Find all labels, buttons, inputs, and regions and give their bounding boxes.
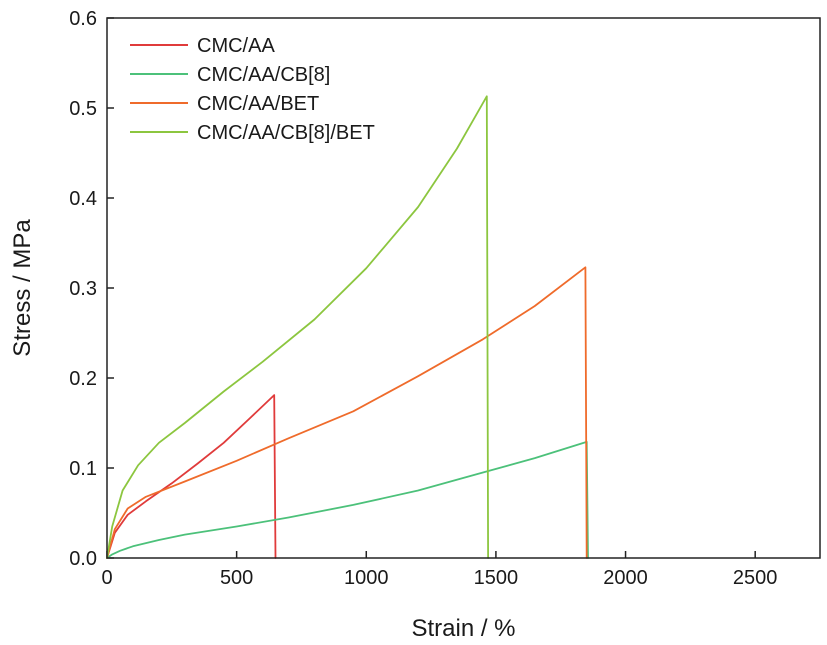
legend: CMC/AA CMC/AA/CB[8] CMC/AA/BET CMC/AA/CB[8]… — [130, 35, 375, 144]
y-tick-label: 0.4 — [69, 188, 97, 210]
y-tick-label: 0.0 — [69, 548, 97, 570]
series-line-3 — [106, 95, 490, 559]
x-tick-label: 500 — [220, 567, 253, 589]
series-line-1 — [106, 440, 589, 559]
legend-label: CMC/AA/BET — [197, 93, 319, 115]
legend-label: CMC/AA/CB[8]/BET — [197, 122, 375, 144]
x-tick-label: 2500 — [733, 567, 778, 589]
x-tick-label: 1500 — [474, 567, 519, 589]
y-tick-label: 0.6 — [69, 8, 97, 30]
y-tick-label: 0.5 — [69, 98, 97, 120]
x-tick-label: 2000 — [603, 567, 648, 589]
plot-frame — [106, 17, 821, 559]
ticks-layer: 0 500 1000 1500 2000 2500 0.0 0.1 0.2 0.3 0.4 0.5 0.… — [69, 8, 777, 589]
x-axis-title: Strain / % — [411, 615, 515, 642]
series-line-2 — [106, 266, 588, 559]
series-layer — [106, 95, 589, 559]
x-tick-label: 1000 — [344, 567, 389, 589]
series-line-0 — [106, 394, 277, 559]
y-axis-title: Stress / MPa — [9, 219, 36, 357]
y-tick-label: 0.1 — [69, 458, 97, 480]
legend-label: CMC/AA — [197, 35, 275, 57]
legend-label: CMC/AA/CB[8] — [197, 64, 330, 86]
y-tick-label: 0.3 — [69, 278, 97, 300]
y-tick-label: 0.2 — [69, 368, 97, 390]
x-tick-label: 0 — [101, 567, 112, 589]
